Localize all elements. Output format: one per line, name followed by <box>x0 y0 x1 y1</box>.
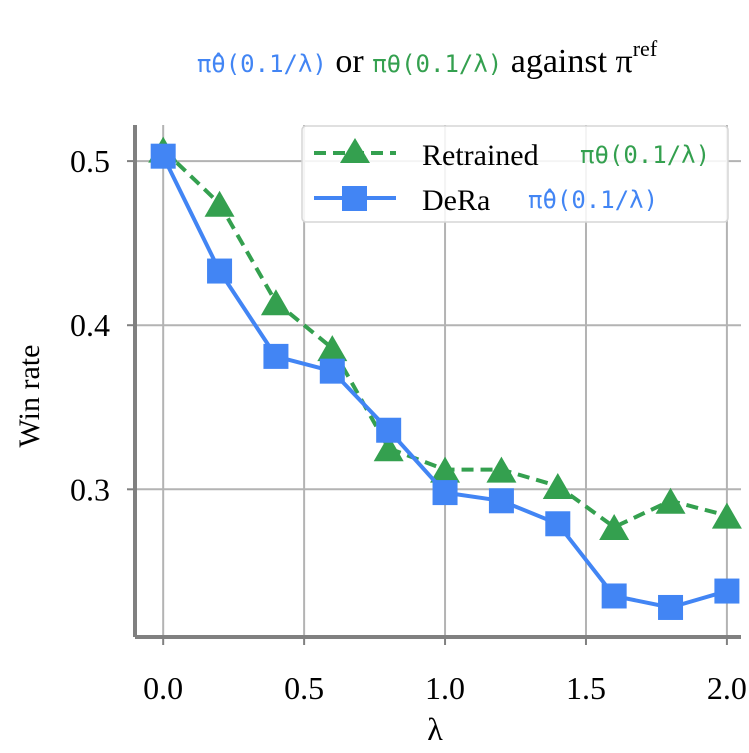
x-tick-label-3: 1.5 <box>566 670 606 706</box>
point-dera-5 <box>432 480 458 506</box>
chart-title: π̂θ(0.1/λ) or πθ(0.1/λ) against πref <box>197 36 658 80</box>
legend-dera-marker <box>342 186 367 211</box>
y-axis-label: Win rate <box>13 345 46 448</box>
x-tick-label-0: 0.0 <box>143 670 183 706</box>
y-tick-label-1: 0.4 <box>70 307 110 343</box>
point-retrained-10 <box>711 502 742 529</box>
series-layer <box>148 136 742 620</box>
series-retrained <box>148 136 742 541</box>
x-axis-label: λ <box>427 711 443 747</box>
title-dera-policy: π̂θ(0.1/λ) <box>197 50 327 78</box>
point-dera-7 <box>545 511 571 537</box>
title-against: against π <box>502 43 632 80</box>
point-retrained-2 <box>260 289 291 316</box>
point-retrained-6 <box>486 456 517 483</box>
title-ref-superscript: ref <box>633 36 658 61</box>
point-retrained-8 <box>599 514 630 541</box>
point-retrained-4 <box>373 435 404 462</box>
point-retrained-9 <box>655 487 686 514</box>
tick-labels: 0.0 0.5 1.0 1.5 2.0 0.3 0.4 0.5 <box>70 143 747 706</box>
point-dera-6 <box>488 488 514 514</box>
legend-dera-math: π̂θ(0.1/λ) <box>528 186 658 214</box>
x-tick-label-2: 1.0 <box>425 670 465 706</box>
point-dera-8 <box>601 583 627 609</box>
x-tick-label-1: 0.5 <box>284 670 324 706</box>
title-or: or <box>327 43 372 80</box>
point-dera-0 <box>150 143 176 169</box>
x-tick-label-4: 2.0 <box>707 670 747 706</box>
point-retrained-3 <box>317 335 348 362</box>
point-retrained-5 <box>430 456 461 483</box>
point-dera-4 <box>376 417 402 443</box>
axes <box>127 125 741 645</box>
legend-retrained-math: πθ(0.1/λ) <box>580 141 710 169</box>
point-dera-2 <box>263 343 289 369</box>
legend-retrained-marker <box>340 138 370 163</box>
legend-retrained-label: Retrained <box>422 139 539 172</box>
point-dera-3 <box>319 358 345 384</box>
point-dera-9 <box>658 594 684 620</box>
point-retrained-1 <box>204 190 235 217</box>
legend-box <box>301 125 729 223</box>
point-dera-1 <box>207 258 233 284</box>
y-tick-label-2: 0.5 <box>70 143 110 179</box>
series-dera <box>150 143 740 620</box>
point-dera-10 <box>714 578 740 604</box>
legend: Retrained πθ(0.1/λ) DeRa π̂θ(0.1/λ) <box>301 125 729 223</box>
y-tick-label-0: 0.3 <box>70 471 110 507</box>
point-retrained-7 <box>542 473 573 500</box>
title-retrained-policy: πθ(0.1/λ) <box>372 50 502 78</box>
legend-dera-label: DeRa <box>422 184 490 217</box>
